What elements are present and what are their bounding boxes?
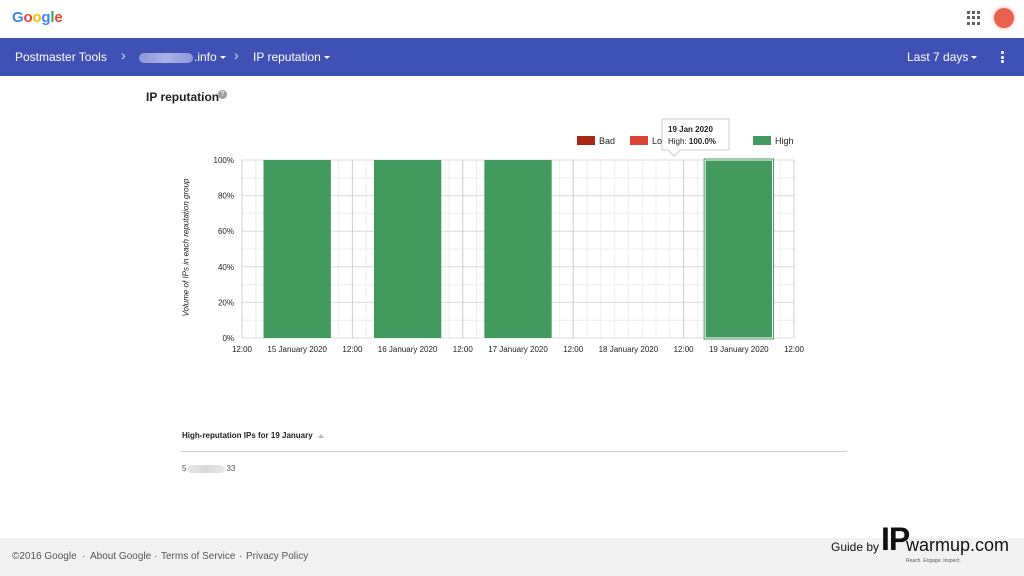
ip-table-header[interactable]: High-reputation IPs for 19 January: [182, 431, 324, 440]
redacted-ip-octets: [187, 464, 226, 473]
app-title-link[interactable]: Postmaster Tools: [15, 50, 107, 64]
chart-bar: [484, 160, 552, 338]
page-title: IP reputation: [146, 90, 220, 104]
watermark-tagline: Reach. Engage. Inspect.: [906, 558, 961, 564]
ip-table-header-label: High-reputation IPs for 19 January: [182, 431, 313, 440]
google-logo-letter: o: [32, 9, 42, 26]
y-tick-label: 60%: [218, 227, 234, 236]
copyright-text: ©2016 Google: [12, 551, 77, 562]
footer-separator: ·: [154, 551, 158, 562]
postmaster-nav-bar: Postmaster Tools › .info › IP reputation…: [0, 38, 1024, 76]
sort-ascending-icon[interactable]: [317, 433, 324, 438]
x-tick-label: 12:00: [232, 345, 253, 354]
x-tick-label: 16 January 2020: [378, 345, 438, 354]
x-tick-label: 12:00: [342, 345, 363, 354]
ip-prefix: 5: [182, 464, 187, 473]
tooltip-label: High: 100.0%: [668, 137, 716, 146]
ip-suffix: 33: [226, 464, 236, 473]
chart-tooltip: [661, 118, 730, 151]
more-options-icon[interactable]: [1001, 51, 1004, 63]
x-tick-label: 12:00: [453, 345, 474, 354]
y-tick-label: 40%: [218, 263, 234, 272]
tooltip-value: 100.0%: [689, 137, 716, 146]
help-icon[interactable]: ?: [218, 90, 227, 99]
ipwarmup-watermark: Guide by IP warmup.com Reach. Engage. In…: [831, 521, 1011, 567]
y-tick-label: 80%: [218, 192, 234, 201]
x-tick-label: 15 January 2020: [267, 345, 327, 354]
ip-list-item: 5 33: [182, 464, 235, 473]
y-tick-label: 20%: [218, 298, 234, 307]
table-divider: [181, 451, 847, 452]
watermark-ip-logo: IP: [881, 521, 910, 557]
dropdown-caret-icon: [971, 56, 978, 60]
x-tick-label: 12:00: [674, 345, 695, 354]
google-logo-letter: G: [12, 9, 24, 26]
x-tick-label: 18 January 2020: [599, 345, 659, 354]
chart-bar: [373, 160, 442, 338]
date-range-selector[interactable]: Last 7 days: [907, 50, 978, 64]
chart-bar: [263, 160, 331, 338]
legend-swatch: [577, 136, 595, 145]
apps-grid-icon[interactable]: [967, 11, 981, 25]
chart-bar: [704, 159, 773, 339]
account-avatar[interactable]: [994, 8, 1014, 28]
page-footer: ©2016 Google · About Google · Terms of S…: [0, 538, 1024, 576]
footer-separator: ·: [239, 551, 243, 562]
legend-swatch: [753, 136, 771, 145]
domain-selector[interactable]: .info: [139, 50, 226, 64]
legend-swatch: [630, 136, 648, 145]
x-tick-label: 17 January 2020: [488, 345, 548, 354]
legend-label: High: [775, 136, 794, 146]
redacted-domain: [139, 52, 193, 63]
dashboard-label: IP reputation: [253, 50, 321, 64]
chevron-right-icon: ›: [121, 47, 126, 63]
google-logo-letter: e: [54, 9, 63, 26]
dashboard-selector[interactable]: IP reputation: [253, 50, 330, 64]
terms-of-service-link[interactable]: Terms of Service: [161, 551, 236, 562]
legend-label: Bad: [599, 136, 615, 146]
y-tick-label: 0%: [222, 334, 234, 343]
watermark-guide-text: Guide by: [831, 540, 880, 554]
google-logo-letter: o: [23, 9, 33, 26]
dropdown-caret-icon: [323, 56, 330, 60]
privacy-policy-link[interactable]: Privacy Policy: [246, 551, 309, 562]
domain-suffix: .info: [194, 50, 217, 64]
google-logo-letter: l: [50, 9, 55, 26]
watermark-brand: warmup.com: [906, 535, 1010, 555]
y-tick-label: 100%: [214, 156, 234, 165]
about-google-link[interactable]: About Google: [90, 551, 152, 562]
x-tick-label: 12:00: [784, 345, 805, 354]
legend-label: Lo: [652, 136, 662, 146]
dropdown-caret-icon: [219, 56, 226, 60]
google-logo-letter: g: [41, 9, 51, 26]
tooltip-title: 19 Jan 2020: [668, 125, 713, 134]
footer-separator: ·: [82, 551, 86, 562]
x-tick-label: 12:00: [563, 345, 584, 354]
date-range-label: Last 7 days: [907, 50, 969, 64]
chevron-right-icon: ›: [234, 47, 239, 63]
google-logo[interactable]: Google: [12, 9, 63, 26]
x-tick-label: 19 January 2020: [709, 345, 769, 354]
google-top-bar: Google: [0, 0, 1024, 37]
chart-bar-highlight: [703, 158, 774, 340]
